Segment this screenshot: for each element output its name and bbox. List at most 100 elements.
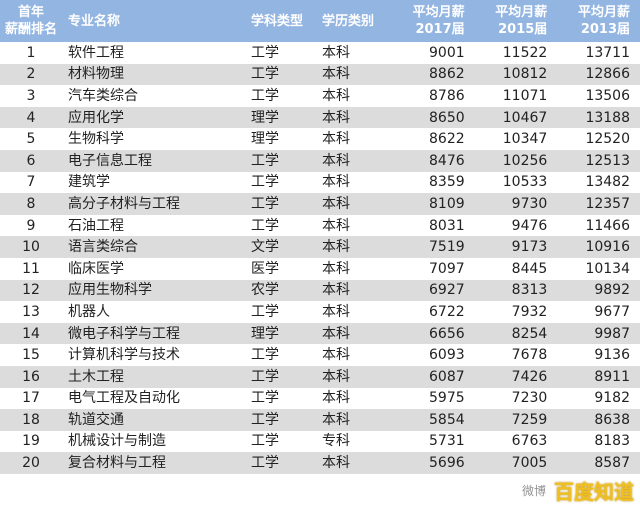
degree-cell: 本科 <box>322 260 350 277</box>
salary-2015-cell: 7932 <box>511 303 548 320</box>
salary-2017-cell: 7097 <box>429 260 465 277</box>
subject-type-cell: 理学 <box>251 131 279 148</box>
rank-cell: 9 <box>26 217 36 234</box>
salary-2015-cell: 8313 <box>511 282 548 299</box>
salary-2013-cell: 9987 <box>594 325 630 342</box>
salary-2015-cell: 7005 <box>511 455 548 472</box>
degree-cell: 本科 <box>322 368 350 385</box>
salary-2013-cell: 8911 <box>594 368 630 385</box>
table-row: 2 材料物理 工学 本科 8862 10812 12866 <box>0 63 640 86</box>
header-2013-line1: 平均月薪 <box>577 5 630 20</box>
degree-cell: 本科 <box>322 325 350 342</box>
table-row: 11 临床医学 医学 本科 7097 8445 10134 <box>0 258 640 280</box>
header-2015-line2: 2015届 <box>498 22 548 37</box>
salary-2017-cell: 8650 <box>429 109 465 126</box>
major-name-cell: 语言类综合 <box>68 239 138 256</box>
salary-2017-cell: 5975 <box>429 390 465 407</box>
header-2017-line1: 平均月薪 <box>412 5 465 20</box>
table-row: 20 复合材料与工程 工学 本科 5696 7005 8587 <box>0 452 640 474</box>
major-name-cell: 软件工程 <box>68 44 124 61</box>
table-row: 10 语言类综合 文学 本科 7519 9173 10916 <box>0 236 640 258</box>
major-name-cell: 汽车类综合 <box>68 87 138 104</box>
salary-2015-cell: 10256 <box>502 152 548 169</box>
salary-2015-cell: 7426 <box>511 368 548 385</box>
rank-cell: 13 <box>22 303 40 320</box>
watermark: 微博 百度知道 <box>522 476 634 504</box>
subject-type-cell: 工学 <box>251 411 279 428</box>
header-2017-line2: 2017届 <box>415 22 465 37</box>
header-name: 专业名称 <box>68 13 121 29</box>
major-name-cell: 土木工程 <box>68 368 124 385</box>
salary-2017-cell: 5854 <box>429 411 465 428</box>
major-name-cell: 石油工程 <box>68 217 124 234</box>
major-name-cell: 生物科学 <box>68 131 124 148</box>
salary-2017-cell: 8862 <box>429 66 465 83</box>
header-2013: 平均月薪 2013届 <box>557 0 640 42</box>
salary-2013-cell: 13506 <box>585 87 630 104</box>
salary-2017-cell: 9001 <box>429 44 465 61</box>
rank-cell: 15 <box>22 347 40 364</box>
rank-cell: 1 <box>26 44 36 61</box>
salary-2015-cell: 9476 <box>511 217 548 234</box>
salary-2015-cell: 10347 <box>502 131 548 148</box>
table-row: 6 电子信息工程 工学 本科 8476 10256 12513 <box>0 149 640 172</box>
baidu-zhidao-logo: 百度知道 <box>554 479 634 504</box>
salary-2013-cell: 13711 <box>585 44 630 61</box>
degree-cell: 本科 <box>322 217 350 234</box>
salary-2015-cell: 11522 <box>502 44 548 61</box>
salary-2017-cell: 6093 <box>429 347 465 364</box>
table-row: 12 应用生物科学 农学 本科 6927 8313 9892 <box>0 279 640 302</box>
salary-2013-cell: 9182 <box>594 390 630 407</box>
weibo-watermark: 微博 <box>521 483 546 498</box>
degree-cell: 本科 <box>322 109 350 126</box>
table-row: 15 计算机科学与技术 工学 本科 6093 7678 9136 <box>0 344 640 366</box>
table-row: 3 汽车类综合 工学 本科 8786 11071 13506 <box>0 85 640 107</box>
subject-type-cell: 理学 <box>251 325 279 342</box>
salary-2013-cell: 8183 <box>594 433 630 450</box>
header-2017: 平均月薪 2017届 <box>392 0 475 42</box>
salary-2017-cell: 5731 <box>429 433 465 450</box>
table-row: 16 土木工程 工学 本科 6087 7426 8911 <box>0 365 640 388</box>
salary-2017-cell: 8476 <box>429 152 465 169</box>
salary-2013-cell: 9677 <box>594 303 630 320</box>
major-name-cell: 机器人 <box>68 303 110 320</box>
subject-type-cell: 工学 <box>251 87 279 104</box>
major-name-cell: 微电子科学与工程 <box>68 325 180 342</box>
subject-type-cell: 工学 <box>251 66 279 83</box>
salary-2017-cell: 8109 <box>429 195 465 212</box>
degree-cell: 本科 <box>322 303 350 320</box>
salary-2013-cell: 9136 <box>594 347 630 364</box>
major-name-cell: 机械设计与制造 <box>68 433 166 450</box>
degree-cell: 本科 <box>322 455 350 472</box>
rank-cell: 4 <box>26 109 36 126</box>
degree-cell: 本科 <box>322 44 350 61</box>
rank-cell: 7 <box>26 174 36 191</box>
rank-cell: 8 <box>26 195 36 212</box>
subject-type-cell: 工学 <box>251 390 279 407</box>
rank-cell: 16 <box>22 368 40 385</box>
subject-type-cell: 工学 <box>251 455 279 472</box>
table-row: 14 微电子科学与工程 理学 本科 6656 8254 9987 <box>0 322 640 345</box>
header-degree: 学历类别 <box>322 13 375 29</box>
subject-type-cell: 医学 <box>251 260 279 277</box>
salary-2013-cell: 12357 <box>585 195 630 212</box>
major-name-cell: 计算机科学与技术 <box>68 347 180 364</box>
header-rank-line1: 首年 <box>17 5 44 20</box>
salary-2017-cell: 8786 <box>429 87 465 104</box>
salary-2013-cell: 13188 <box>585 109 630 126</box>
major-name-cell: 电气工程及自动化 <box>68 390 180 407</box>
degree-cell: 本科 <box>322 174 350 191</box>
subject-type-cell: 工学 <box>251 303 279 320</box>
salary-2015-cell: 10467 <box>502 109 548 126</box>
salary-2017-cell: 8031 <box>429 217 465 234</box>
salary-2017-cell: 6927 <box>429 282 465 299</box>
subject-type-cell: 工学 <box>251 347 279 364</box>
rank-cell: 11 <box>22 260 40 277</box>
degree-cell: 本科 <box>322 131 350 148</box>
subject-type-cell: 工学 <box>251 174 279 191</box>
salary-2015-cell: 6763 <box>511 433 548 450</box>
salary-2017-cell: 5696 <box>429 455 465 472</box>
table-header-row: 首年 薪酬排名 专业名称 学科类型 学历类别 平均月薪 2017届 平均月薪 2015… <box>0 0 640 42</box>
salary-2013-cell: 9892 <box>594 282 630 299</box>
table-row: 13 机器人 工学 本科 6722 7932 9677 <box>0 301 640 323</box>
